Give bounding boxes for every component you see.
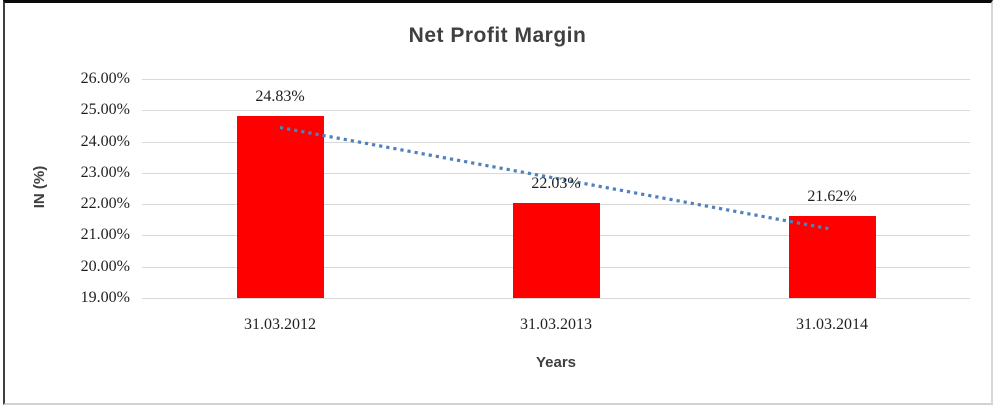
y-tick-label: 20.00% <box>80 258 130 275</box>
y-tick-label: 25.00% <box>80 101 130 118</box>
x-category-label: 31.03.2014 <box>796 316 868 333</box>
x-category-label: 31.03.2012 <box>244 316 316 333</box>
bar-data-label: 22.03% <box>531 175 581 193</box>
y-tick-label: 23.00% <box>80 164 130 181</box>
gridline <box>142 298 970 299</box>
gridline <box>142 79 970 80</box>
gridline <box>142 173 970 174</box>
bar <box>788 216 876 298</box>
gridline <box>142 110 970 111</box>
chart-title: Net Profit Margin <box>408 24 587 47</box>
y-tick-label: 19.00% <box>80 289 130 306</box>
bar <box>512 203 600 298</box>
bar-data-label: 24.83% <box>255 87 305 105</box>
y-tick-label: 21.00% <box>80 226 130 243</box>
bar <box>236 115 324 298</box>
gridline <box>142 142 970 143</box>
x-category-label: 31.03.2013 <box>520 316 592 333</box>
y-tick-label: 26.00% <box>80 70 130 87</box>
bar-data-label: 21.62% <box>807 188 857 206</box>
y-tick-label: 24.00% <box>80 133 130 150</box>
x-axis-title: Years <box>535 354 577 371</box>
y-tick-label: 22.00% <box>80 195 130 212</box>
